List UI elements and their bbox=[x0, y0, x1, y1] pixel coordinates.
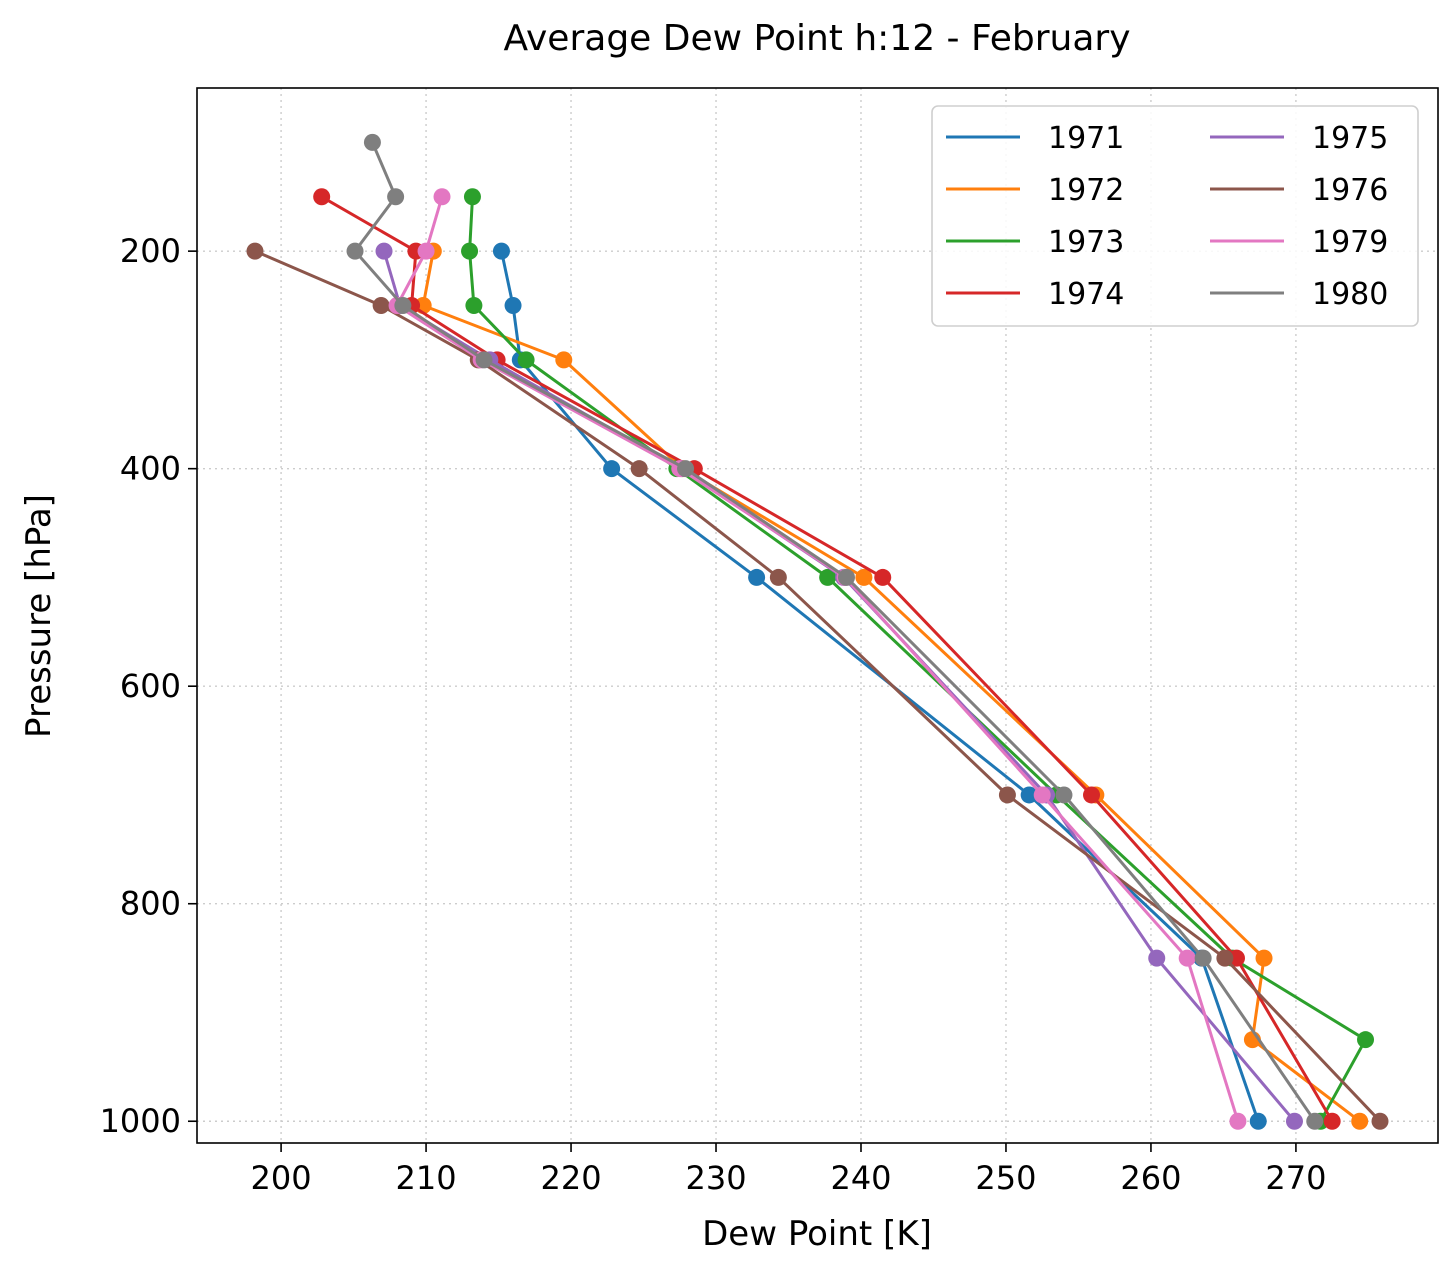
x-tick-label: 250 bbox=[975, 1159, 1036, 1197]
data-point bbox=[461, 242, 479, 260]
data-point bbox=[819, 568, 837, 586]
data-point bbox=[630, 460, 648, 478]
data-point bbox=[465, 297, 483, 315]
tick-layer: 200 210 220 230 240 250 260 270 200 400 600 800 1000 bbox=[100, 232, 1327, 1197]
data-point bbox=[855, 568, 873, 586]
legend-label: 1979 bbox=[1312, 225, 1388, 260]
legend-item: 1971 bbox=[946, 121, 1124, 156]
legend-label: 1973 bbox=[1048, 225, 1124, 260]
x-tick-label: 220 bbox=[541, 1159, 602, 1197]
y-tick-label: 400 bbox=[120, 450, 181, 488]
legend: 1971 1972 1973 1974 1975 1976 1979 1980 bbox=[931, 105, 1419, 327]
legend-label: 1980 bbox=[1312, 277, 1388, 312]
data-point bbox=[1055, 786, 1073, 804]
data-point bbox=[1323, 1112, 1341, 1130]
data-point bbox=[492, 242, 510, 260]
legend-label: 1971 bbox=[1048, 121, 1124, 156]
data-point bbox=[1194, 949, 1212, 967]
data-point bbox=[748, 568, 766, 586]
series-line bbox=[254, 249, 1382, 1123]
series-1974 bbox=[313, 188, 1341, 1130]
data-point bbox=[1357, 1031, 1375, 1049]
legend-item: 1975 bbox=[1210, 121, 1388, 156]
data-point bbox=[1148, 949, 1166, 967]
plot-frame bbox=[196, 87, 1439, 1144]
y-tick-label: 200 bbox=[120, 232, 181, 270]
x-tick-label: 210 bbox=[396, 1159, 457, 1197]
data-point bbox=[1020, 786, 1038, 804]
data-point bbox=[375, 242, 393, 260]
legend-item: 1980 bbox=[1210, 277, 1388, 312]
chart-title: Average Dew Point h:12 - February bbox=[503, 18, 1130, 59]
series-line bbox=[500, 250, 1260, 1122]
legend-label: 1972 bbox=[1048, 173, 1124, 208]
legend-label: 1976 bbox=[1312, 173, 1388, 208]
legend-box bbox=[931, 105, 1419, 327]
data-point bbox=[1306, 1112, 1324, 1130]
data-point bbox=[1216, 949, 1234, 967]
legend-item: 1973 bbox=[946, 225, 1124, 260]
y-tick-label: 1000 bbox=[100, 1102, 181, 1140]
data-point bbox=[517, 351, 535, 369]
legend-label: 1975 bbox=[1312, 121, 1388, 156]
legend-label: 1974 bbox=[1048, 277, 1124, 312]
data-point bbox=[603, 460, 621, 478]
data-point bbox=[504, 297, 522, 315]
series-line bbox=[353, 141, 1317, 1123]
x-tick-label: 200 bbox=[251, 1159, 312, 1197]
x-tick-label: 260 bbox=[1120, 1159, 1181, 1197]
data-point bbox=[1033, 786, 1051, 804]
data-point bbox=[555, 351, 573, 369]
data-point bbox=[998, 786, 1016, 804]
data-point bbox=[1249, 1112, 1267, 1130]
legend-item: 1972 bbox=[946, 173, 1124, 208]
data-point bbox=[1285, 1112, 1303, 1130]
data-point bbox=[874, 568, 892, 586]
data-point bbox=[1351, 1112, 1369, 1130]
data-point bbox=[769, 568, 787, 586]
data-point bbox=[372, 297, 390, 315]
data-point bbox=[394, 297, 412, 315]
x-tick-label: 230 bbox=[685, 1159, 746, 1197]
data-point bbox=[1255, 949, 1273, 967]
data-point bbox=[837, 568, 855, 586]
y-axis-label: Pressure [hPa] bbox=[19, 494, 59, 738]
data-point bbox=[387, 188, 405, 206]
data-point bbox=[463, 188, 481, 206]
data-point bbox=[677, 460, 695, 478]
x-tick-label: 270 bbox=[1265, 1159, 1326, 1197]
y-tick-label: 600 bbox=[120, 667, 181, 705]
series-line bbox=[468, 196, 1367, 1122]
data-point bbox=[346, 242, 364, 260]
data-point bbox=[246, 242, 264, 260]
legend-item: 1979 bbox=[1210, 225, 1388, 260]
data-point bbox=[313, 188, 331, 206]
data-point bbox=[417, 242, 435, 260]
legend-item: 1974 bbox=[946, 277, 1124, 312]
data-point bbox=[1083, 786, 1101, 804]
x-axis-label: Dew Point [K] bbox=[702, 1214, 932, 1254]
data-point bbox=[475, 351, 493, 369]
legend-items: 1971 1972 1973 1974 1975 1976 1979 1980 bbox=[946, 121, 1388, 312]
data-point bbox=[363, 133, 381, 151]
data-point bbox=[1178, 949, 1196, 967]
series-1980 bbox=[346, 133, 1324, 1130]
series-line bbox=[320, 195, 1334, 1122]
series-line bbox=[395, 196, 1240, 1122]
series-layer bbox=[246, 133, 1389, 1130]
series-1971 bbox=[492, 242, 1267, 1130]
data-point bbox=[1371, 1112, 1389, 1130]
y-tick-label: 800 bbox=[120, 885, 181, 923]
series-1976 bbox=[246, 242, 1389, 1130]
data-point bbox=[1229, 1112, 1247, 1130]
x-tick-label: 240 bbox=[830, 1159, 891, 1197]
legend-item: 1976 bbox=[1210, 173, 1388, 208]
data-point bbox=[433, 188, 451, 206]
